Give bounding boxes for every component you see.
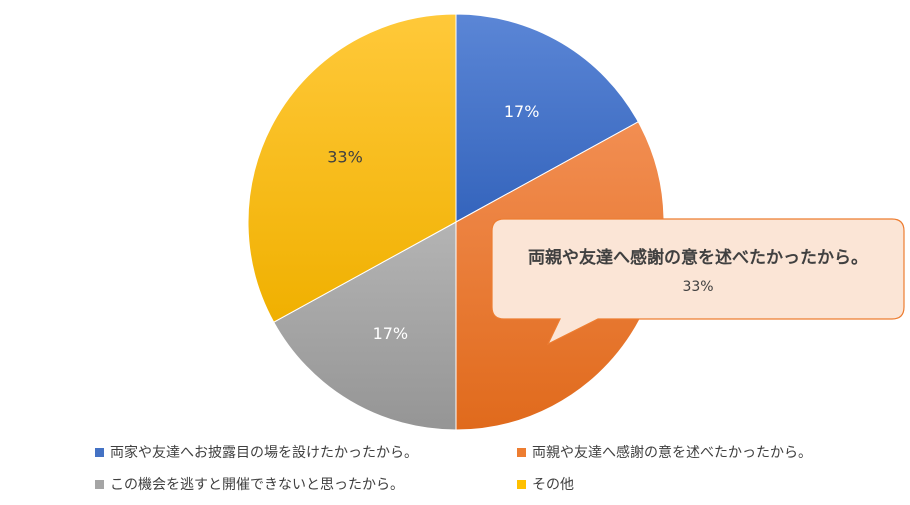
callout-bubble: 両親や友達へ感謝の意を述べたかったから。 33% bbox=[491, 218, 905, 346]
slice-value-label: 17% bbox=[373, 324, 409, 343]
legend-swatch bbox=[517, 479, 526, 489]
legend-item: その他 bbox=[517, 474, 574, 494]
callout-value: 33% bbox=[682, 279, 713, 295]
legend-label: 両家や友達へお披露目の場を設けたかったから。 bbox=[110, 445, 418, 461]
pie-slice bbox=[273, 221, 457, 431]
legend-swatch bbox=[517, 447, 526, 457]
pie-slice-labels: 17% 17% 33% bbox=[327, 102, 539, 343]
legend: 両家や友達へお披露目の場を設けたかったから。 両親や友達へ感謝の意を述べたかった… bbox=[0, 440, 910, 500]
legend-swatch bbox=[95, 447, 104, 457]
legend-swatch bbox=[95, 479, 104, 489]
pie-slice bbox=[455, 13, 639, 223]
legend-label: 両親や友達へ感謝の意を述べたかったから。 bbox=[532, 445, 812, 461]
slice-value-label: 17% bbox=[504, 102, 540, 121]
pie-slice bbox=[247, 13, 457, 323]
legend-item: 両家や友達へお披露目の場を設けたかったから。 bbox=[95, 442, 418, 462]
legend-item: 両親や友達へ感謝の意を述べたかったから。 bbox=[517, 442, 812, 462]
pie-chart: 17% 17% 33% 両親や友達へ感謝の意を述べたかったから。 33% bbox=[247, 13, 905, 431]
callout-shape bbox=[491, 218, 905, 346]
slice-value-label: 33% bbox=[327, 147, 363, 166]
callout-title: 両親や友達へ感謝の意を述べたかったから。 bbox=[528, 247, 868, 268]
legend-label: その他 bbox=[532, 477, 574, 493]
legend-item: この機会を逃すと開催できないと思ったから。 bbox=[95, 474, 404, 494]
legend-label: この機会を逃すと開催できないと思ったから。 bbox=[110, 477, 404, 493]
